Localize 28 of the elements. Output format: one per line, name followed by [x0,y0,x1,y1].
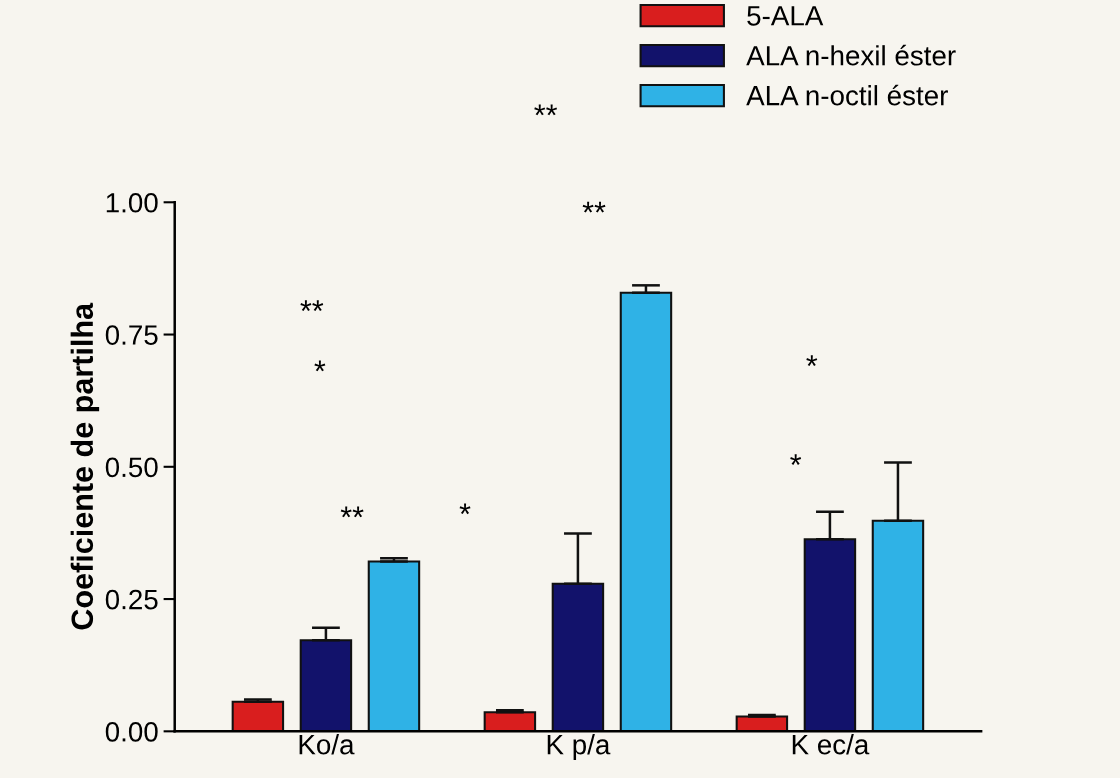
y-tick-label: 0.75 [105,325,158,345]
x-tick-label: K p/a [547,734,611,760]
legend-label: ALA n-octil éster [746,84,948,106]
annotation: * [314,360,326,372]
y-tick-label: 0.25 [105,589,158,610]
bar [231,700,285,732]
bar [619,291,673,732]
x-tick-label: K ec/a [792,734,870,755]
text: ** [534,104,558,116]
bar [299,639,353,732]
annotation: * [790,454,802,465]
bar [551,582,605,732]
y-tick-label: 0.00 [105,721,158,742]
x-tick-label: Ko/a [299,734,355,755]
annotation: ** [300,300,324,311]
annotation: * [459,503,471,515]
bar [803,538,857,732]
bar [871,519,925,732]
y-tick-label: 1.00 [106,192,158,213]
annotation: ** [582,201,606,213]
y-axis-title: Coeficiente de partilha [70,302,100,630]
legend-label: ALA n-hexil éster [746,44,956,66]
annotation: ** [340,506,364,518]
annotation: * [806,355,818,367]
bar [483,711,537,732]
y-tick-label: 0.50 [105,457,158,478]
legend-label: 5-ALA [747,6,824,26]
bar [367,560,421,732]
